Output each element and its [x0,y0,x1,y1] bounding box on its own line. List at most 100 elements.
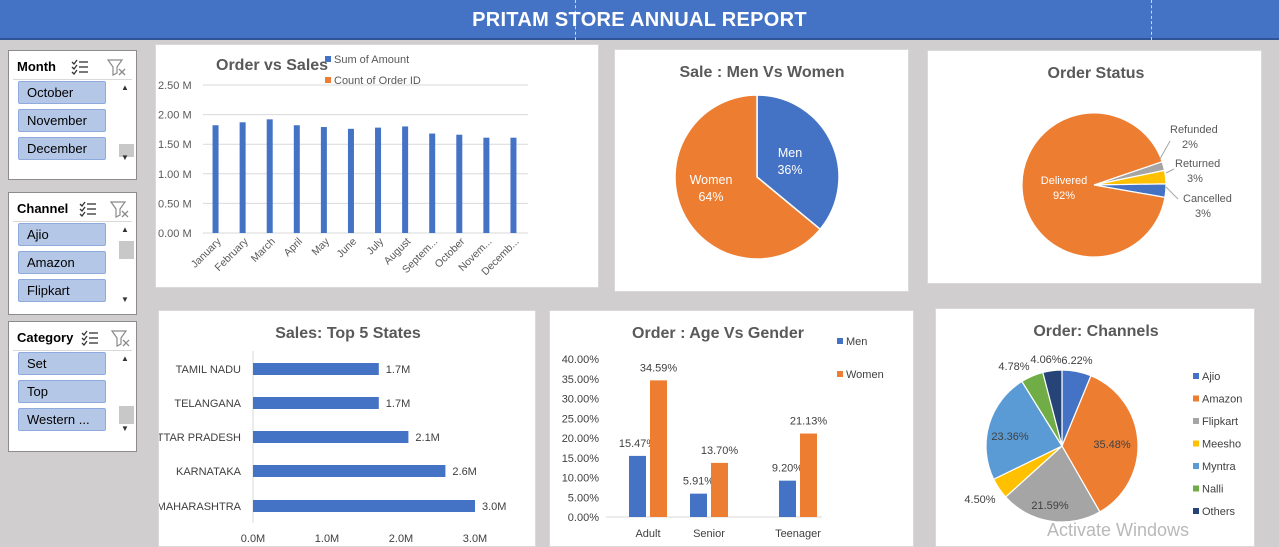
slice-delivered [1021,112,1166,258]
bar-amount [429,133,436,233]
legend-label: Flipkart [1202,416,1238,428]
bar [253,397,379,409]
slice-value: 64% [698,190,723,204]
report-title: PRITAM STORE ANNUAL REPORT [472,9,807,31]
order-vs-sales-panel[interactable]: Order vs Sales Sum of Amount Count of Orde… [155,44,599,288]
legend-label: Amazon [1202,394,1242,406]
slicer-channel[interactable]: Channel Ajio Amazon Flipkart ▲ ▼ [8,192,137,315]
scroll-up-icon[interactable]: ▲ [121,225,129,234]
y-tick-label: 40.00% [562,354,600,366]
slicer-item[interactable]: Amazon [18,251,106,274]
bar-value-label: 1.7M [386,398,410,410]
y-tick-label: 2.00 M [158,110,192,122]
age-gender-panel[interactable]: Order : Age Vs Gender 0.00% 5.00% 10.00% 15.… [549,310,914,547]
y-tick-label: 15.00% [562,453,600,465]
bar-amount [293,125,300,233]
slicer-item[interactable]: Set [18,352,106,375]
bar-value-label: 2.1M [415,432,439,444]
scroll-down-icon[interactable]: ▼ [121,153,129,162]
slice-value: 21.59% [1031,500,1069,512]
leader-line [1165,186,1179,200]
slicer-divider [13,79,132,80]
sale-men-women-panel[interactable]: Sale : Men Vs Women Men 36% Women 64% [614,49,909,292]
x-tick-label: June [334,236,359,261]
scroll-up-icon[interactable]: ▲ [121,354,129,363]
bar-amount [456,134,463,233]
legend-swatch [1193,373,1199,379]
scroll-down-icon[interactable]: ▼ [121,295,129,304]
slicer-month[interactable]: Month October November December ▲ ▼ [8,50,137,180]
slice-myntra [985,380,1063,481]
x-tick-label: March [249,236,278,265]
bar-value-label: 5.91% [683,476,714,488]
clear-filter-icon[interactable] [109,199,129,219]
slicer-item[interactable]: October [18,81,106,104]
bar-amount [483,137,490,233]
multi-select-icon[interactable] [78,200,98,218]
slice-flipkart [1004,445,1101,523]
slice-men [756,94,840,231]
legend-label: Nalli [1202,484,1223,496]
x-tick-label: 1.0M [315,533,339,545]
slicer-title: Category [17,330,74,345]
slicer-item[interactable]: December [18,137,106,160]
chart-title: Order: Channels [1033,323,1158,340]
scrollbar-thumb[interactable] [119,144,134,157]
bar-amount [375,127,382,233]
x-tick-label: May [309,235,332,258]
bar [253,363,379,375]
leader-line [1159,140,1171,160]
y-tick-label: 2.50 M [158,80,192,92]
multi-select-icon[interactable] [70,58,90,76]
legend-label-count: Count of Order ID [334,75,421,87]
bar-women [711,462,728,517]
x-tick-label: 3.0M [463,533,487,545]
slice-others [1042,369,1063,447]
slice-value: 35.48% [1093,439,1131,451]
slicer-scrollbar[interactable]: ▲ ▼ [117,352,135,436]
chart-title: Order Status [1048,65,1145,82]
slicer-category[interactable]: Category Set Top Western ... ▲ ▼ [8,321,137,452]
slice-label: Cancelled [1183,193,1232,205]
x-tick-label: April [282,236,305,259]
bar-amount [510,137,517,233]
legend-swatch [1193,463,1199,469]
bar-value-label: 3.0M [482,501,506,513]
header-divider [575,0,576,40]
slicer-item[interactable]: November [18,109,106,132]
bar-amount [266,119,273,233]
bar-value-label: 1.7M [386,364,410,376]
multi-select-icon[interactable] [80,329,100,347]
legend-label-men: Men [846,336,867,348]
slicer-scrollbar[interactable]: ▲ ▼ [117,81,135,165]
y-tick-label: KARNATAKA [176,466,242,478]
bar [253,431,409,443]
legend-label-women: Women [846,369,884,381]
slicer-scrollbar[interactable]: ▲ ▼ [117,223,135,307]
channels-panel[interactable]: Order: Channels 6.22% 35.48% 21.59% 4.50% 23.… [935,308,1255,547]
bar-value-label: 9.20% [772,463,803,475]
scrollbar-thumb[interactable] [119,241,134,259]
bar-women [800,433,817,517]
scrollbar-thumb[interactable] [119,406,134,424]
clear-filter-icon[interactable] [110,328,130,348]
slice-label: Returned [1175,158,1220,170]
scroll-up-icon[interactable]: ▲ [121,83,129,92]
y-tick-label: MAHARASHTRA [159,501,242,513]
scroll-down-icon[interactable]: ▼ [121,424,129,433]
clear-filter-icon[interactable] [106,57,126,77]
order-status-panel[interactable]: Order Status Refunded 2% Returned 3% Cancelle… [927,50,1262,284]
slicer-item[interactable]: Ajio [18,223,106,246]
slicer-item[interactable]: Western ... [18,408,106,431]
activate-windows-watermark: Activate Windows [1047,520,1190,540]
top-states-panel[interactable]: Sales: Top 5 States TAMIL NADU 1.7M TELANGA… [149,310,536,547]
slice-label: Women [690,173,733,187]
slicer-item[interactable]: Top [18,380,106,403]
slicer-item[interactable]: Flipkart [18,279,106,302]
y-tick-label: 0.50 M [158,198,192,210]
slice-amazon [1061,374,1139,513]
legend-swatch-count [325,77,331,83]
slice-label: Refunded [1170,124,1218,136]
slice-value: 3% [1195,208,1211,220]
report-header: PRITAM STORE ANNUAL REPORT [0,0,1279,40]
